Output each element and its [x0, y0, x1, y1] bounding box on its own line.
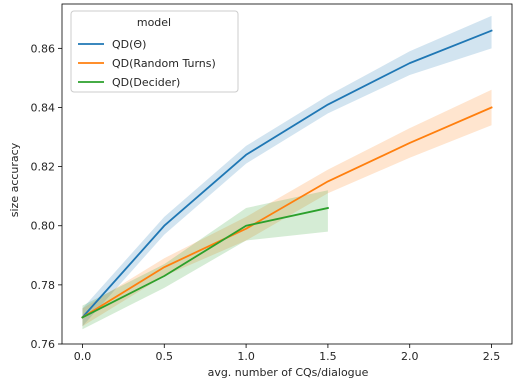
legend-label-qd-random-turns: QD(Random Turns): [112, 57, 216, 70]
series-line-qd: [81, 29, 493, 319]
x-tick-label: 2.0: [401, 350, 419, 363]
series-lines: [81, 29, 493, 319]
ci-band-qd-random-turns: [82, 89, 492, 327]
legend-label-qd-decider: QD(Decider): [112, 76, 180, 89]
legend: model QD(Θ) QD(Random Turns) QD(Decider): [70, 10, 239, 93]
x-tick-label: 0.0: [74, 350, 92, 363]
x-tick-label: 1.5: [319, 350, 337, 363]
x-tick-label: 1.0: [237, 350, 255, 363]
ticks: 0.0 0.5 1.0 1.5 2.0 2.5 0.76 0.78 0.80 0.82 0.84 0.…: [31, 42, 501, 363]
y-tick-label: 0.86: [31, 42, 56, 55]
x-tick-label: 2.5: [483, 350, 501, 363]
legend-label-qd: QD(Θ): [112, 38, 146, 51]
y-tick-label: 0.76: [31, 338, 56, 351]
series-line-qd-random-turns: [81, 106, 493, 319]
legend-title: model: [137, 16, 171, 29]
y-tick-label: 0.78: [31, 279, 56, 292]
y-tick-label: 0.84: [31, 101, 56, 114]
axes: [61, 3, 513, 345]
series-line-qd-decider: [81, 206, 329, 319]
y-axis-label: size accuracy: [8, 142, 21, 217]
legend-frame: [70, 10, 239, 93]
x-tick-label: 0.5: [156, 350, 174, 363]
y-tick-label: 0.82: [31, 161, 56, 174]
y-tick-label: 0.80: [31, 220, 56, 233]
ci-band-qd-decider: [82, 190, 328, 330]
x-axis-label: avg. number of CQs/dialogue: [208, 366, 369, 379]
plot-frame: [61, 3, 513, 345]
